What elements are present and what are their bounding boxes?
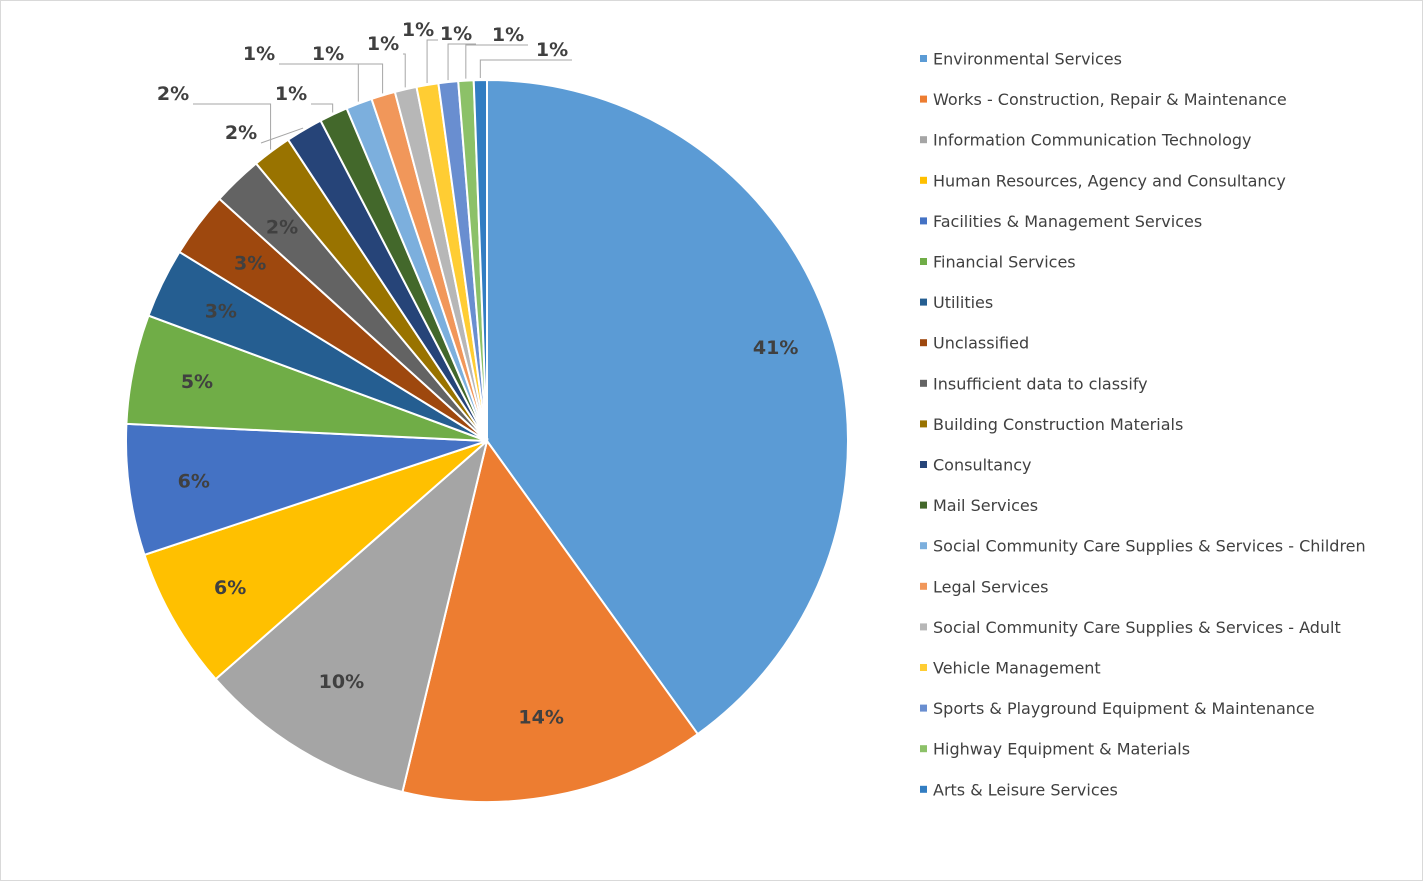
leader-line-sports-playground-equipment-maintenance (447, 43, 476, 81)
leader-line-social-community-care-supplies-services-adult (403, 53, 406, 88)
data-label-arts-leisure-services: 1% (536, 39, 568, 61)
data-label-works-construction-repair-maintenance: 14% (518, 706, 563, 728)
legend-entry-social-community-care-supplies-services-children: Social Community Care Supplies & Service… (933, 537, 1366, 556)
legend-entry-social-community-care-supplies-services-adult: Social Community Care Supplies & Service… (933, 618, 1341, 637)
leader-line-consultancy (260, 127, 304, 144)
pie-slice-environmental-services (486, 78, 849, 736)
legend-swatch-consultancy (920, 461, 927, 468)
data-label-financial-services: 5% (181, 371, 213, 393)
pie-slice-works-construction-repair-maintenance (401, 438, 700, 803)
legend-entry-consultancy: Consultancy (933, 456, 1032, 475)
legend-swatch-social-community-care-supplies-services-adult (920, 623, 927, 631)
legend-swatch-building-construction-materials (920, 420, 927, 428)
pie-slice-information-communication-technology (214, 438, 489, 794)
leader-line-mail-services (311, 103, 334, 113)
legend-entry-legal-services: Legal Services (933, 577, 1048, 596)
data-label-unclassified: 3% (234, 252, 266, 274)
legend-swatch-environmental-services (920, 55, 927, 62)
legend-swatch-information-communication-technology (920, 136, 927, 144)
legend-swatch-financial-services (920, 258, 927, 265)
legend-swatch-arts-leisure-services (920, 785, 927, 793)
legend-entry-mail-services: Mail Services (933, 496, 1038, 515)
legend: Environmental Services Works - Constructi… (920, 50, 1366, 799)
legend-entry-financial-services: Financial Services (933, 253, 1076, 272)
legend-swatch-facilities-management-services (920, 217, 927, 225)
legend-swatch-vehicle-management (920, 664, 927, 671)
leader-lines (193, 39, 572, 150)
data-label-highway-equipment-materials: 1% (492, 24, 524, 46)
pie-slice-arts-leisure-services (472, 78, 488, 442)
legend-entry-highway-equipment-materials: Highway Equipment & Materials (933, 740, 1190, 759)
legend-entry-insufficient-data-to-classify: Insufficient data to classify (933, 374, 1148, 393)
legend-entry-unclassified: Unclassified (933, 334, 1029, 353)
legend-entry-arts-leisure-services: Arts & Leisure Services (933, 780, 1118, 799)
data-label-building-construction-materials: 2% (157, 83, 189, 105)
legend-swatch-highway-equipment-materials (920, 745, 927, 753)
legend-entry-facilities-management-services: Facilities & Management Services (933, 212, 1202, 231)
data-label-mail-services: 1% (275, 83, 307, 105)
legend-swatch-unclassified (920, 339, 927, 347)
data-label-facilities-management-services: 6% (178, 470, 210, 492)
data-label-sports-playground-equipment-maintenance: 1% (440, 23, 472, 45)
legend-swatch-human-resources-agency-and-consultancy (920, 176, 927, 184)
leader-line-highway-equipment-materials (465, 44, 528, 79)
legend-entry-vehicle-management: Vehicle Management (933, 659, 1101, 678)
data-label-consultancy: 2% (225, 122, 257, 144)
pie-slice-human-resources-agency-and-consultancy (143, 440, 488, 681)
legend-entry-sports-playground-equipment-maintenance: Sports & Playground Equipment & Maintena… (933, 699, 1315, 718)
legend-swatch-legal-services (920, 582, 927, 590)
leader-line-legal-services (348, 63, 384, 94)
data-label-human-resources-agency-and-consultancy: 6% (214, 577, 246, 599)
data-label-vehicle-management: 1% (402, 19, 434, 41)
data-label-information-communication-technology: 10% (319, 671, 364, 693)
legend-entry-information-communication-technology: Information Communication Technology (933, 131, 1252, 150)
leader-line-building-construction-materials (193, 103, 272, 150)
legend-swatch-works-construction-repair-maintenance (920, 95, 927, 103)
data-label-environmental-services: 41% (753, 337, 798, 359)
data-labels: 41%14%10%6%6%5%3%3%2%2%2%1%1% 1% 1%1% 1% 1%1… (157, 19, 799, 728)
data-label-insufficient-data-to-classify: 2% (266, 216, 298, 238)
pie-slices (125, 78, 849, 803)
legend-swatch-sports-playground-equipment-maintenance (920, 704, 927, 712)
legend-swatch-mail-services (920, 501, 927, 509)
leader-line-vehicle-management (426, 39, 438, 83)
legend-swatch-insufficient-data-to-classify (920, 379, 927, 387)
data-label-social-community-care-supplies-services-adult: 1% (367, 33, 399, 55)
legend-swatch-utilities (920, 298, 927, 306)
legend-entry-human-resources-agency-and-consultancy: Human Resources, Agency and Consultancy (933, 171, 1286, 190)
legend-swatch-social-community-care-supplies-services-children (920, 542, 927, 550)
legend-entry-environmental-services: Environmental Services (933, 50, 1122, 69)
leader-line-arts-leisure-services (479, 59, 572, 79)
data-label-utilities: 3% (205, 300, 237, 322)
data-label-legal-services: 1% (312, 43, 344, 65)
data-label-social-community-care-supplies-services-children: 1% (243, 43, 275, 65)
legend-entry-works-construction-repair-maintenance: Works - Construction, Repair & Maintenan… (933, 90, 1287, 109)
pie-slice-facilities-management-services (125, 422, 488, 557)
legend-entry-utilities: Utilities (933, 293, 993, 312)
legend-entry-building-construction-materials: Building Construction Materials (933, 415, 1183, 434)
